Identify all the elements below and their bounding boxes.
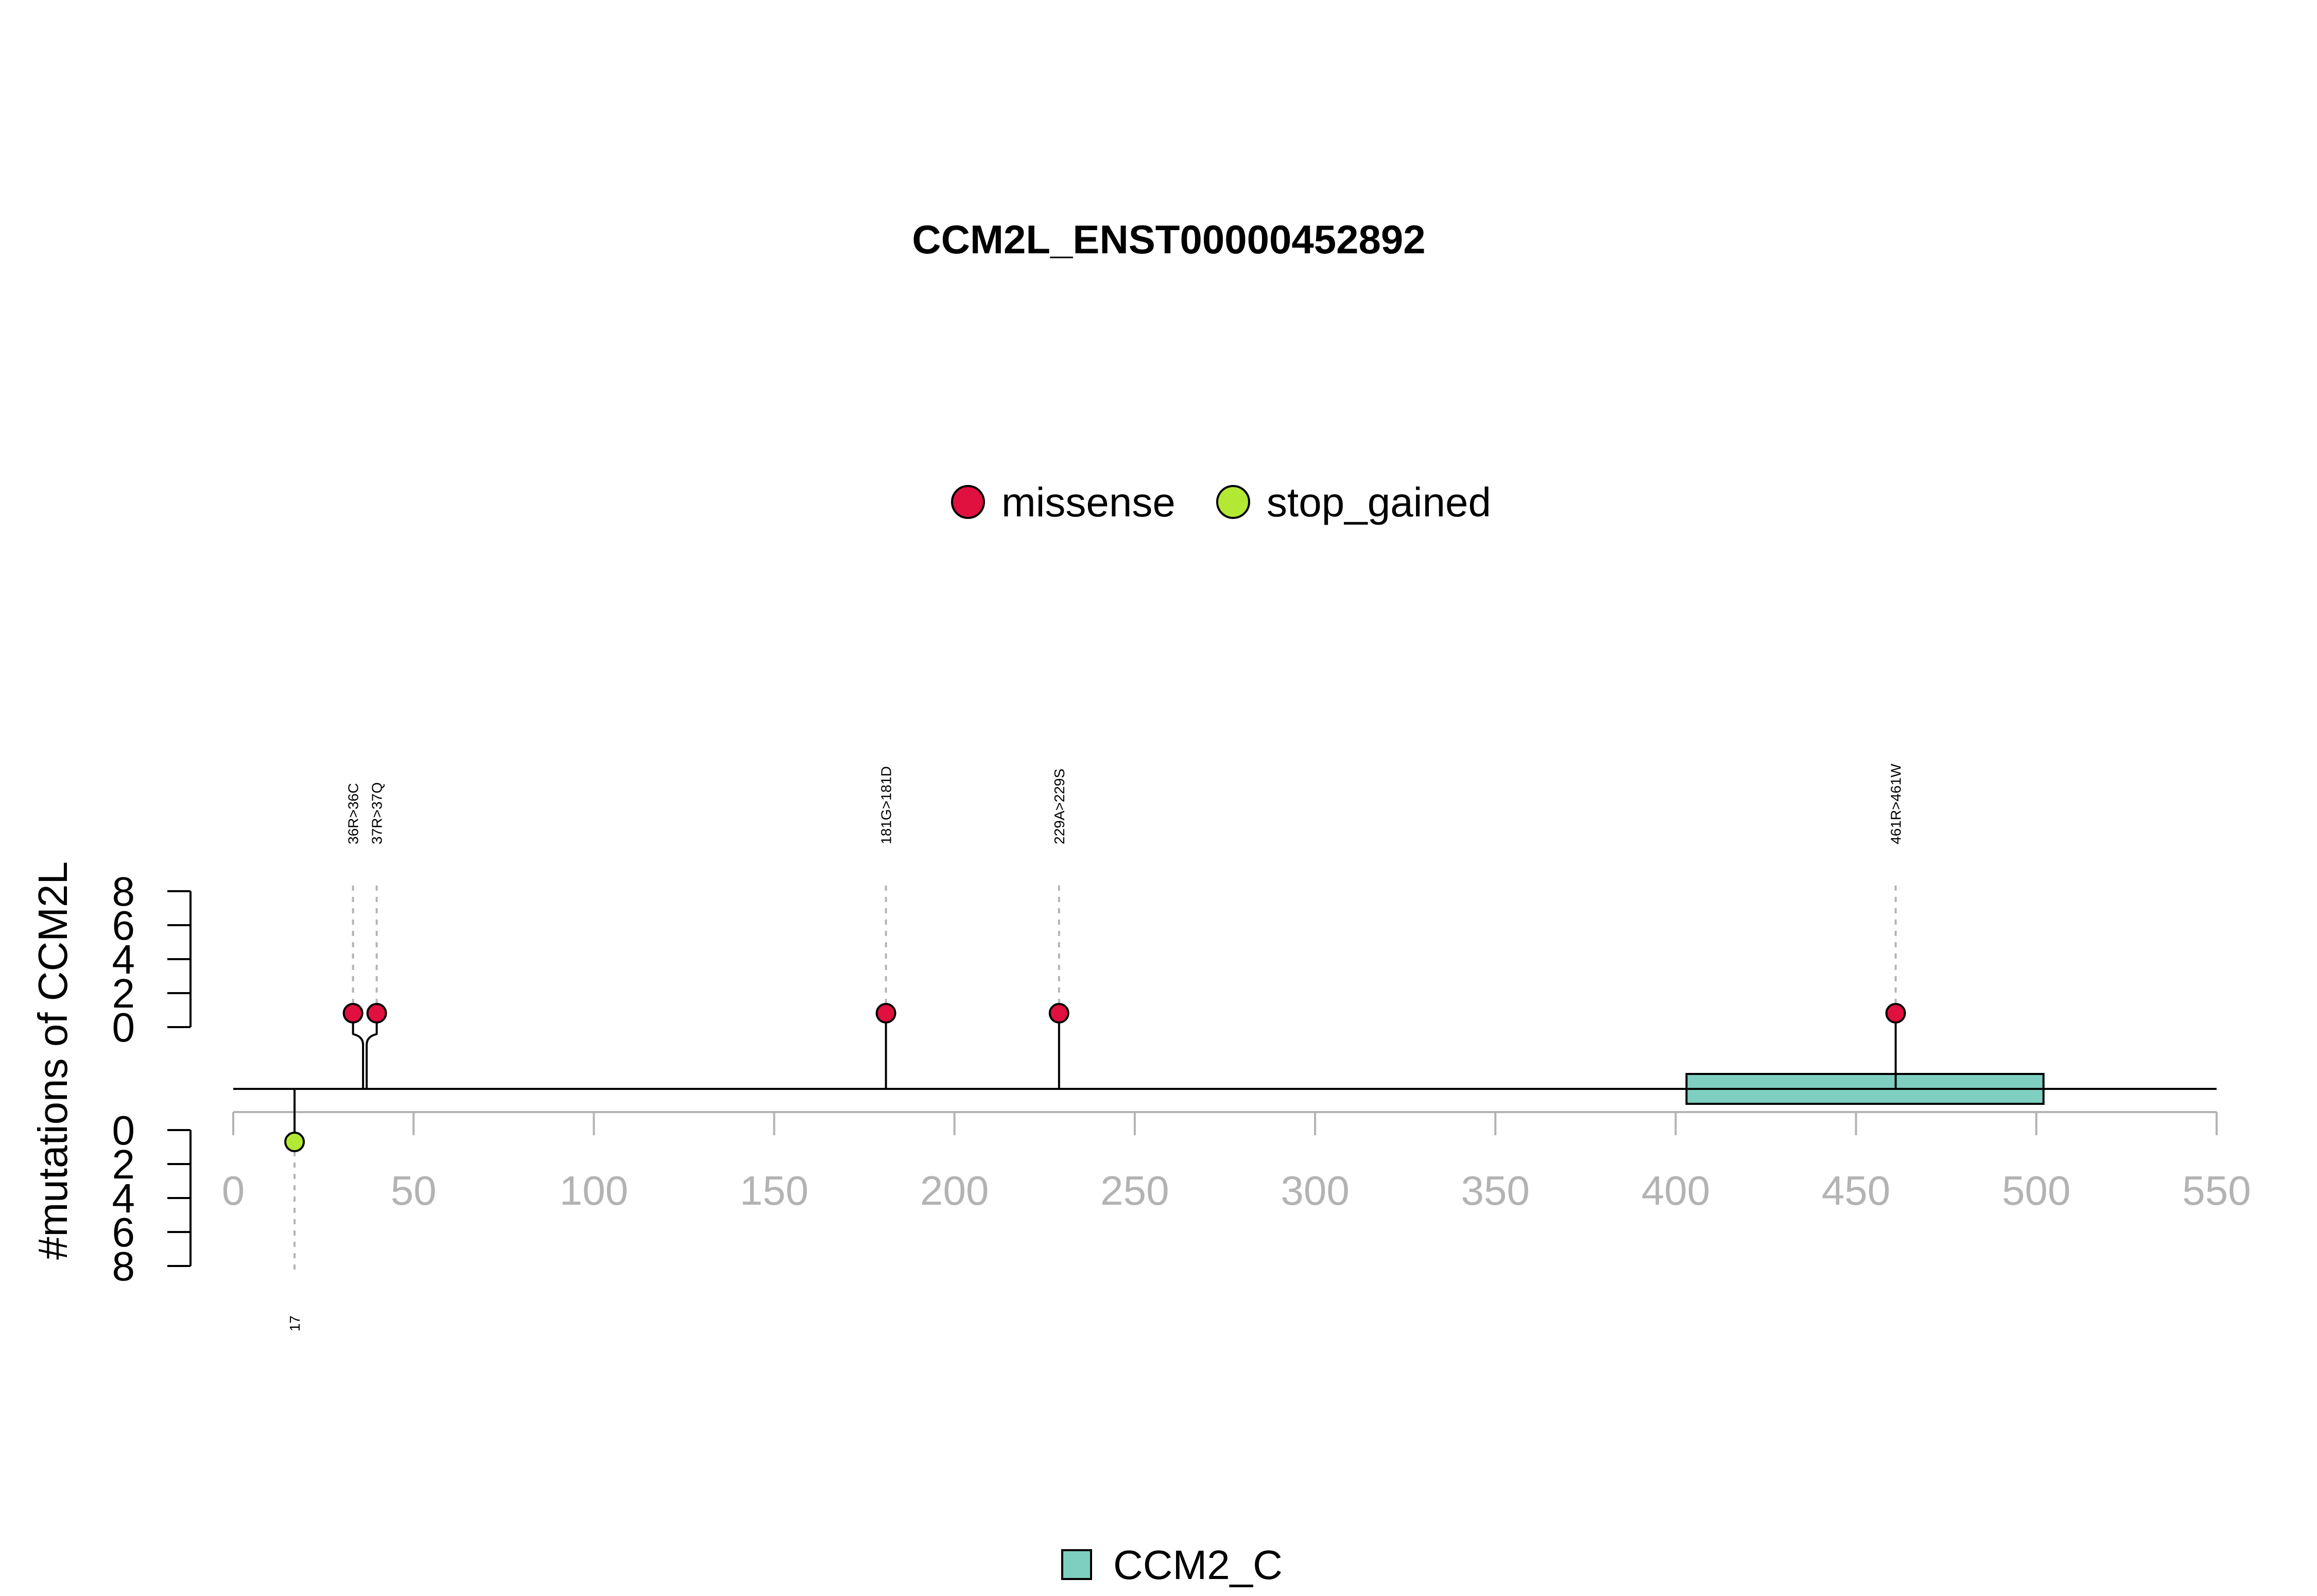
- x-tick-label-150: 150: [740, 1168, 808, 1213]
- mutations-top: 36R>36C 37R>37Q 181G>181D 229A>229S 461R>461…: [342, 764, 1906, 1089]
- mutation-36r-36c-label: 36R>36C: [345, 783, 361, 844]
- x-tick-label-50: 50: [391, 1168, 437, 1213]
- mutation-36r-36c-stem: [352, 1013, 365, 1089]
- mutations-bottom: 17: [284, 1089, 305, 1331]
- x-tick-label-300: 300: [1281, 1168, 1349, 1213]
- legend-top: missense stop_gained: [951, 479, 1491, 525]
- x-tick-label-250: 250: [1100, 1168, 1169, 1213]
- y-tick-label-top-4: 4: [112, 936, 135, 982]
- mutation-bottom-17-marker: [284, 1132, 305, 1152]
- legend-label-stop-gained: stop_gained: [1267, 479, 1491, 525]
- legend-marker-ccm2-c: [1061, 1549, 1092, 1580]
- mutation-461r-461w-label: 461R>461W: [1888, 764, 1904, 844]
- y-axis-label: #mutations of CCM2L: [30, 861, 76, 1260]
- x-tick-label-550: 550: [2182, 1168, 2251, 1213]
- legend-label-missense: missense: [1001, 479, 1175, 525]
- x-tick-label-400: 400: [1641, 1168, 1710, 1213]
- mutation-181g-181d-marker: [875, 1003, 896, 1023]
- x-tick-label-450: 450: [1822, 1168, 1890, 1213]
- chart-title: CCM2L_ENST00000452892: [912, 217, 1425, 262]
- mutation-229a-229s-label: 229A>229S: [1051, 769, 1067, 844]
- mutation-37r-37q-stem: [366, 1013, 378, 1089]
- y-tick-label-bottom-0: 0: [112, 1107, 135, 1153]
- y-tick-label-bottom-2: 2: [112, 1141, 135, 1187]
- legend-bottom: CCM2_C: [1061, 1542, 1283, 1588]
- legend-marker-stop-gained: [1216, 485, 1250, 519]
- x-tick-label-350: 350: [1461, 1168, 1530, 1213]
- mutation-181g-181d-label: 181G>181D: [878, 766, 894, 844]
- y-tick-label-top-6: 6: [112, 903, 135, 948]
- mutation-37r-37q-marker: [366, 1003, 387, 1023]
- y-tick-label-top-0: 0: [112, 1004, 135, 1050]
- x-tick-label-0: 0: [222, 1168, 245, 1213]
- y-tick-label-bottom-6: 6: [112, 1209, 135, 1255]
- x-tick-label-100: 100: [560, 1168, 628, 1213]
- mutation-36r-36c-marker: [342, 1003, 364, 1023]
- x-tick-label-500: 500: [2002, 1168, 2070, 1213]
- y-tick-label-top-8: 8: [112, 869, 135, 914]
- mutation-37r-37q-label: 37R>37Q: [369, 782, 385, 844]
- mutation-229a-229s-marker: [1048, 1003, 1069, 1023]
- y-tick-label-top-2: 2: [112, 970, 135, 1016]
- legend-marker-missense: [951, 485, 985, 519]
- x-axis: 0 50 100 150 200 250 300 350 400 450 500 550: [222, 1111, 2251, 1213]
- x-tick-label-200: 200: [920, 1168, 989, 1213]
- y-tick-label-bottom-8: 8: [112, 1243, 135, 1289]
- mutation-461r-461w-marker: [1885, 1003, 1906, 1023]
- mutation-bottom-17-label: 17: [287, 1315, 303, 1331]
- y-tick-label-bottom-4: 4: [112, 1175, 135, 1221]
- legend-label-ccm2-c: CCM2_C: [1113, 1542, 1283, 1588]
